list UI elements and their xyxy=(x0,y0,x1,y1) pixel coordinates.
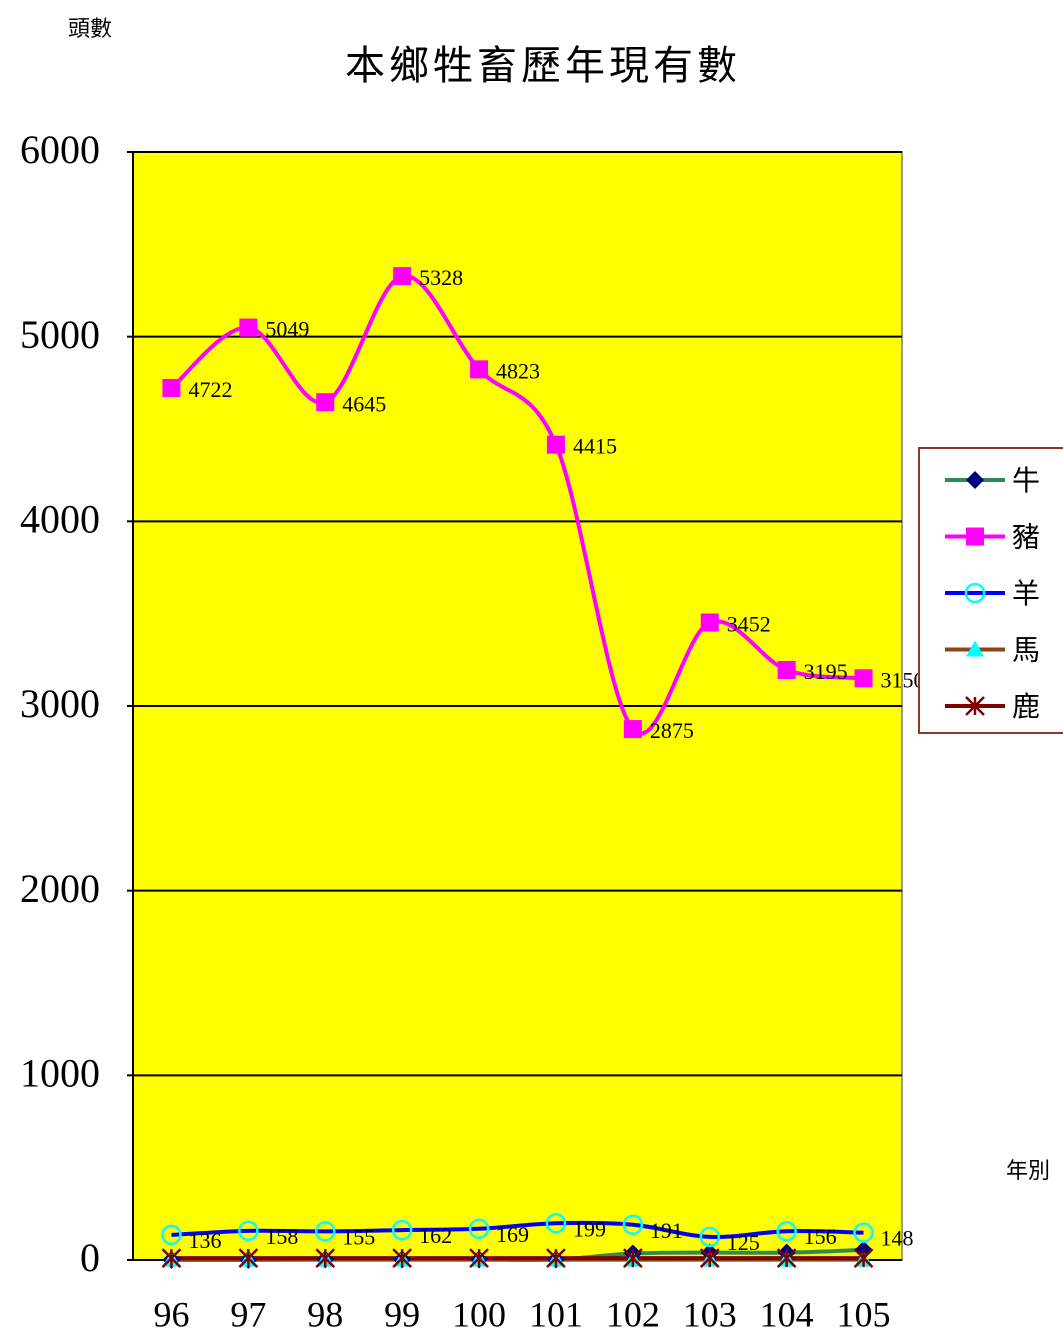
x-tick-label: 96 xyxy=(153,1294,189,1334)
data-label: 156 xyxy=(804,1224,837,1249)
marker xyxy=(469,1248,489,1269)
data-label: 162 xyxy=(419,1223,452,1248)
data-label: 148 xyxy=(881,1226,914,1251)
legend-marker xyxy=(966,471,984,489)
y-tick-label: 4000 xyxy=(20,497,100,542)
marker xyxy=(853,1222,874,1243)
marker xyxy=(161,1248,182,1269)
marker xyxy=(777,660,796,679)
marker xyxy=(622,1248,643,1269)
legend-marker xyxy=(966,640,984,657)
data-label: 4722 xyxy=(188,377,232,402)
marker xyxy=(699,1226,720,1248)
data-label: 2875 xyxy=(650,718,694,743)
marker xyxy=(776,1248,797,1269)
series-line xyxy=(170,274,864,736)
x-tick-label: 103 xyxy=(683,1294,737,1334)
marker xyxy=(546,1248,566,1269)
marker xyxy=(546,435,565,454)
data-label: 4645 xyxy=(342,391,386,416)
data-label: 4415 xyxy=(573,434,617,459)
x-tick-label: 98 xyxy=(307,1294,343,1334)
series-line xyxy=(171,1220,864,1240)
marker xyxy=(316,393,335,412)
legend-label: 馬 xyxy=(1012,634,1040,667)
data-label: 136 xyxy=(188,1228,221,1253)
x-tick-label: 102 xyxy=(606,1294,660,1334)
x-tick-label: 101 xyxy=(529,1294,583,1334)
data-label: 155 xyxy=(342,1224,375,1249)
marker xyxy=(854,669,873,688)
x-axis-label: 年別 xyxy=(1006,1159,1050,1184)
x-tick-label: 97 xyxy=(230,1294,266,1334)
marker xyxy=(545,1213,567,1234)
legend-label: 牛 xyxy=(1012,464,1040,497)
y-tick-label: 1000 xyxy=(20,1051,100,1096)
data-label: 158 xyxy=(265,1224,298,1249)
data-label: 199 xyxy=(573,1216,606,1241)
data-label: 4823 xyxy=(496,358,540,383)
legend-label: 羊 xyxy=(1012,577,1040,610)
y-tick-label: 3000 xyxy=(20,681,100,726)
data-label: 3452 xyxy=(727,612,771,637)
legend-marker xyxy=(964,582,986,604)
marker xyxy=(468,1218,490,1240)
marker xyxy=(622,1214,644,1235)
legend-marker xyxy=(965,696,985,716)
data-label: 191 xyxy=(650,1218,683,1243)
data-label: 125 xyxy=(727,1230,760,1255)
marker xyxy=(238,1248,259,1269)
data-label: 3150 xyxy=(881,667,925,692)
marker xyxy=(391,1219,413,1241)
marker xyxy=(238,1220,259,1242)
x-tick-label: 104 xyxy=(760,1294,814,1334)
marker xyxy=(623,720,642,739)
data-label: 169 xyxy=(496,1222,529,1247)
marker xyxy=(392,1248,413,1269)
legend-box xyxy=(918,447,1063,734)
marker xyxy=(162,379,181,398)
legend-marker xyxy=(966,527,984,546)
y-tick-label: 2000 xyxy=(20,866,100,911)
marker xyxy=(315,1248,336,1269)
marker xyxy=(700,613,719,632)
x-tick-label: 105 xyxy=(837,1294,891,1334)
y-tick-label: 0 xyxy=(80,1235,100,1280)
marker xyxy=(393,267,412,286)
legend-label: 鹿 xyxy=(1012,690,1040,723)
data-label: 5049 xyxy=(265,317,309,342)
y-tick-label: 6000 xyxy=(20,127,100,172)
legend-label: 豬 xyxy=(1012,521,1040,554)
marker xyxy=(315,1221,336,1242)
marker xyxy=(239,318,258,337)
marker xyxy=(853,1248,874,1269)
y-axis-label: 頭數 xyxy=(68,17,112,42)
y-tick-label: 5000 xyxy=(20,312,100,357)
x-tick-label: 99 xyxy=(384,1294,420,1334)
x-tick-label: 100 xyxy=(452,1294,506,1334)
data-label: 3195 xyxy=(804,659,848,684)
chart-title: 本鄉牲畜歷年現有數 xyxy=(345,43,741,88)
data-label: 5328 xyxy=(419,265,463,290)
marker xyxy=(699,1248,720,1269)
marker xyxy=(776,1220,797,1242)
marker xyxy=(470,360,489,379)
marker xyxy=(161,1224,182,1246)
